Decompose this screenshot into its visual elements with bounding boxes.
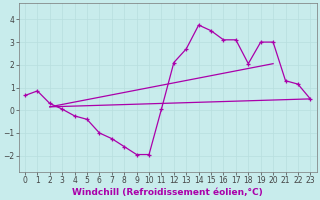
X-axis label: Windchill (Refroidissement éolien,°C): Windchill (Refroidissement éolien,°C) (72, 188, 263, 197)
